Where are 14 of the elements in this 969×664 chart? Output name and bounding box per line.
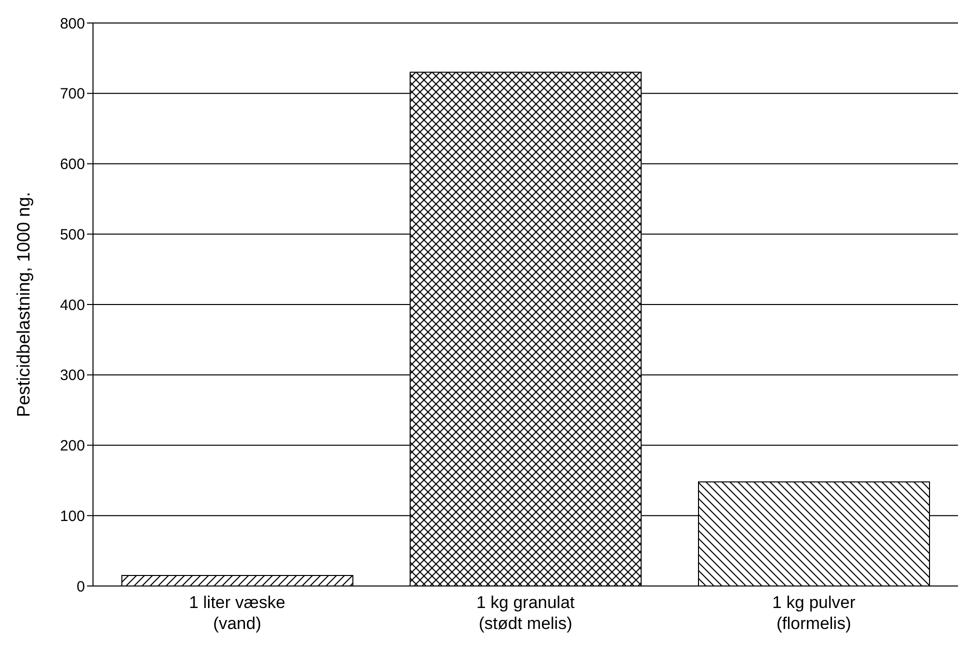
y-tick-label: 200 <box>60 438 85 455</box>
y-axis-title: Pesticidbelastning, 1000 ng. <box>13 192 34 418</box>
y-tick-label: 500 <box>60 226 85 244</box>
bar <box>121 574 354 586</box>
x-tick-label: 1 liter væske (vand) <box>188 593 286 633</box>
y-tick-label: 300 <box>60 367 85 384</box>
y-tick-label: 0 <box>76 578 85 596</box>
y-tick-label: 600 <box>60 156 85 174</box>
y-tick-label: 100 <box>60 508 85 525</box>
x-tick-label: 1 kg granulat (stødt melis) <box>476 593 575 633</box>
y-tick-label: 400 <box>60 296 85 314</box>
y-tick-label: 800 <box>60 15 85 32</box>
y-tick-label: 700 <box>60 86 85 103</box>
x-tick-label: 1 kg pulver (flormelis) <box>772 593 856 633</box>
